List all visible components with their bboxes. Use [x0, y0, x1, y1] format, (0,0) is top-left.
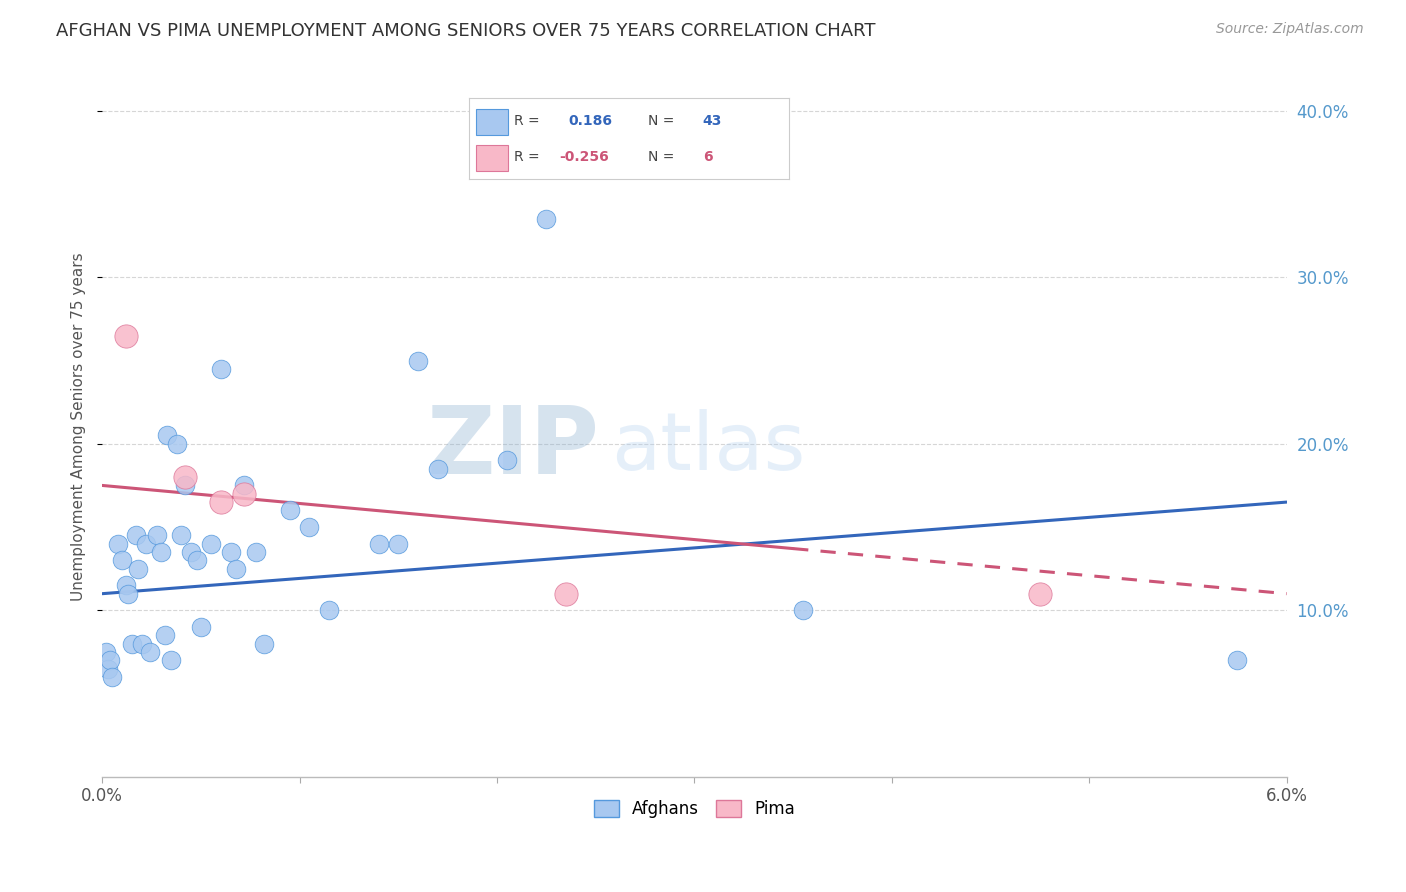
Point	[115, 328, 138, 343]
Point	[496, 453, 519, 467]
Point	[1226, 653, 1249, 667]
Text: ZIP: ZIP	[427, 402, 599, 494]
Point	[150, 545, 173, 559]
Point	[233, 487, 256, 501]
Point	[1029, 587, 1052, 601]
Point	[190, 620, 212, 634]
Point	[555, 587, 578, 601]
Point	[209, 495, 232, 509]
Point	[318, 603, 340, 617]
Point	[253, 637, 276, 651]
Text: atlas: atlas	[612, 409, 806, 487]
Point	[426, 462, 449, 476]
Point	[160, 653, 183, 667]
Point	[156, 428, 179, 442]
Point	[111, 553, 134, 567]
Point	[125, 528, 148, 542]
Point	[107, 537, 129, 551]
Point	[186, 553, 208, 567]
Point	[97, 662, 120, 676]
Point	[135, 537, 157, 551]
Point	[209, 362, 232, 376]
Point	[115, 578, 138, 592]
Point	[200, 537, 222, 551]
Point	[245, 545, 267, 559]
Point	[278, 503, 301, 517]
Point	[387, 537, 409, 551]
Point	[96, 645, 118, 659]
Point	[233, 478, 256, 492]
Legend: Afghans, Pima: Afghans, Pima	[588, 793, 801, 824]
Y-axis label: Unemployment Among Seniors over 75 years: Unemployment Among Seniors over 75 years	[72, 252, 86, 601]
Point	[174, 478, 197, 492]
Point	[131, 637, 153, 651]
Point	[166, 437, 188, 451]
Point	[170, 528, 193, 542]
Point	[101, 670, 124, 684]
Point	[225, 562, 247, 576]
Point	[146, 528, 169, 542]
Point	[121, 637, 143, 651]
Point	[155, 628, 177, 642]
Point	[219, 545, 242, 559]
Point	[536, 212, 558, 227]
Point	[138, 645, 160, 659]
Point	[98, 653, 121, 667]
Point	[174, 470, 197, 484]
Point	[180, 545, 202, 559]
Point	[406, 353, 429, 368]
Text: AFGHAN VS PIMA UNEMPLOYMENT AMONG SENIORS OVER 75 YEARS CORRELATION CHART: AFGHAN VS PIMA UNEMPLOYMENT AMONG SENIOR…	[56, 22, 876, 40]
Point	[367, 537, 389, 551]
Point	[117, 587, 139, 601]
Point	[298, 520, 321, 534]
Point	[127, 562, 149, 576]
Point	[792, 603, 814, 617]
Text: Source: ZipAtlas.com: Source: ZipAtlas.com	[1216, 22, 1364, 37]
